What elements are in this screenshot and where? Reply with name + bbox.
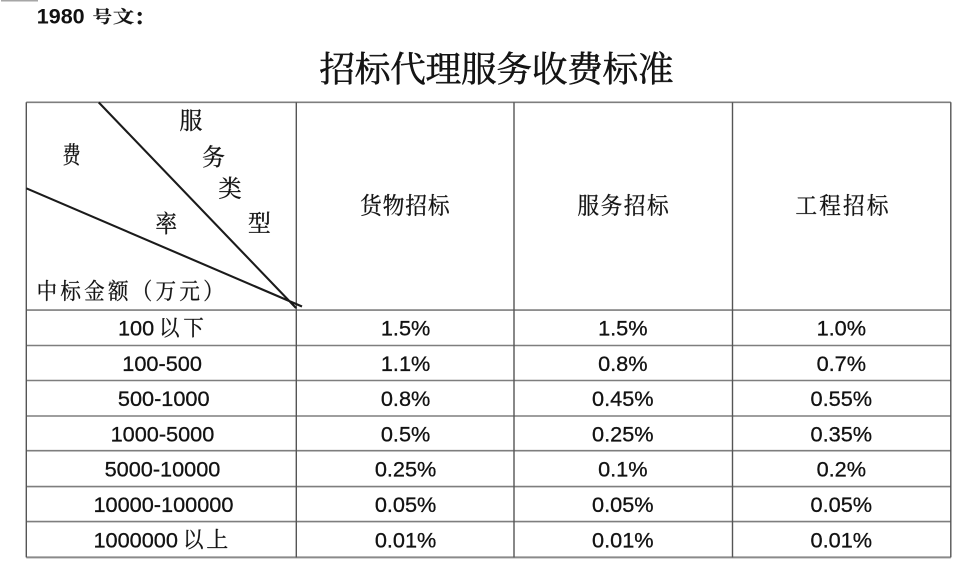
svg-text:100-500: 100-500: [122, 351, 202, 376]
svg-text:0.8%: 0.8%: [381, 386, 430, 411]
svg-text:0.25%: 0.25%: [375, 457, 437, 482]
svg-text:0.45%: 0.45%: [592, 386, 654, 411]
svg-text:0.05%: 0.05%: [375, 492, 437, 517]
svg-text:1000-5000: 1000-5000: [111, 421, 215, 446]
svg-text:1980: 1980: [37, 4, 85, 28]
svg-text:0.01%: 0.01%: [592, 527, 654, 552]
svg-text:0.5%: 0.5%: [381, 421, 430, 446]
svg-text:1.1%: 1.1%: [381, 351, 430, 376]
svg-text:1000000: 1000000: [94, 527, 178, 552]
svg-text:0.55%: 0.55%: [811, 386, 873, 411]
svg-text:0.05%: 0.05%: [811, 492, 873, 517]
svg-text:500-1000: 500-1000: [118, 386, 210, 411]
svg-text:0.01%: 0.01%: [811, 527, 873, 552]
svg-text:1.5%: 1.5%: [381, 316, 430, 341]
svg-text:0.2%: 0.2%: [817, 457, 866, 482]
svg-text:0.01%: 0.01%: [375, 527, 437, 552]
svg-text:5000-10000: 5000-10000: [105, 457, 221, 482]
svg-text:0.05%: 0.05%: [592, 492, 654, 517]
svg-text:0.1%: 0.1%: [598, 457, 647, 482]
svg-text:0.8%: 0.8%: [598, 351, 647, 376]
svg-text:0.35%: 0.35%: [811, 421, 873, 446]
svg-text:100: 100: [118, 316, 154, 341]
svg-text:0.25%: 0.25%: [592, 421, 654, 446]
svg-text:1.5%: 1.5%: [598, 316, 647, 341]
svg-text:10000-100000: 10000-100000: [94, 492, 234, 517]
svg-text:1.0%: 1.0%: [817, 316, 866, 341]
svg-text:0.7%: 0.7%: [817, 351, 866, 376]
